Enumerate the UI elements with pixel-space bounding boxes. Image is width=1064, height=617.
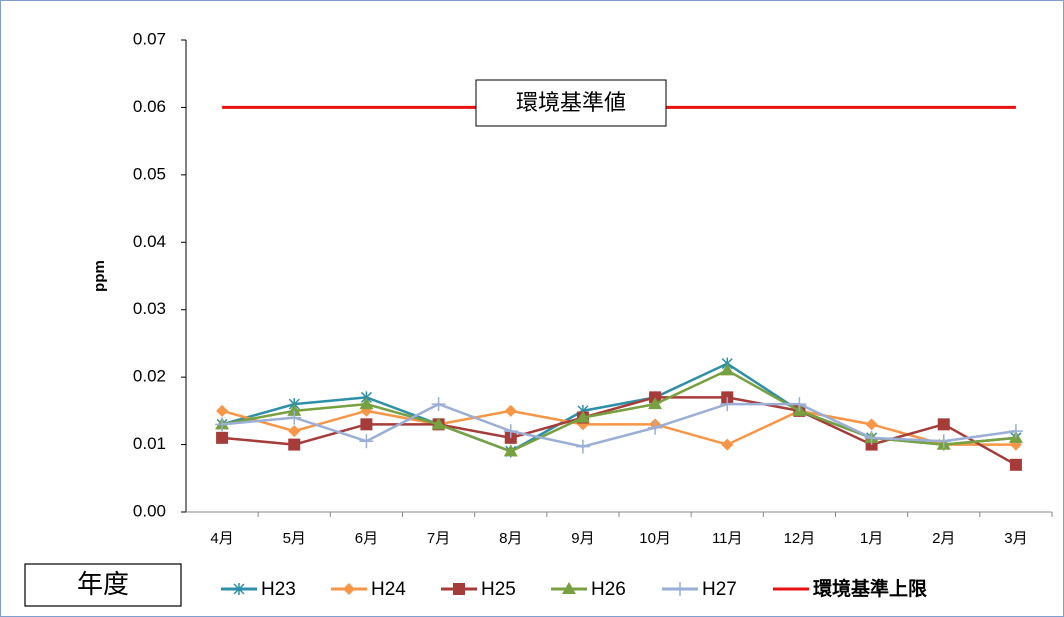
data-point xyxy=(720,397,735,412)
x-tick-label: 12月 xyxy=(784,530,816,547)
data-point xyxy=(648,397,663,410)
x-tick-label: 5月 xyxy=(283,530,306,547)
data-point xyxy=(360,418,373,431)
legend-marker xyxy=(453,583,465,595)
data-point xyxy=(937,418,950,431)
y-tick-label: 0.03 xyxy=(133,299,166,318)
annotation: 環境基準値 xyxy=(516,90,626,115)
x-tick-label: 11月 xyxy=(712,530,743,547)
y-tick-label: 0.02 xyxy=(133,367,166,386)
x-tick-label: 1月 xyxy=(860,530,883,547)
y-tick-label: 0.04 xyxy=(133,232,166,251)
data-point xyxy=(504,404,517,417)
data-point xyxy=(216,431,229,444)
data-point xyxy=(936,434,951,449)
x-tick-label: 10月 xyxy=(639,530,671,547)
data-point xyxy=(503,444,518,457)
y-tick-label: 0.07 xyxy=(133,29,166,48)
x-tick-label: 9月 xyxy=(571,530,594,547)
data-point xyxy=(216,404,229,417)
data-point xyxy=(1008,424,1023,439)
legend-label: H25 xyxy=(481,579,516,600)
y-tick-label: 0.01 xyxy=(133,434,166,453)
legend-marker xyxy=(562,582,576,594)
x-tick-label: 3月 xyxy=(1004,530,1027,547)
annotation-box xyxy=(475,79,667,127)
data-point xyxy=(864,430,879,445)
series-line xyxy=(221,396,1017,466)
data-point xyxy=(792,397,807,412)
data-point xyxy=(1009,458,1022,471)
data-point xyxy=(865,418,878,431)
data-point xyxy=(287,403,302,416)
x-tick-label: 2月 xyxy=(932,530,955,547)
data-point xyxy=(288,438,301,451)
data-point xyxy=(575,410,590,423)
data-point xyxy=(288,425,301,438)
legend-marker xyxy=(673,582,687,596)
data-point xyxy=(431,417,446,430)
data-point xyxy=(721,438,734,451)
data-point xyxy=(215,417,230,432)
series-line xyxy=(221,402,1017,448)
data-point xyxy=(431,397,446,412)
y-tick-label: 0.05 xyxy=(133,164,166,183)
legend-title: 年度 xyxy=(77,569,129,599)
y-tick-label: 0.06 xyxy=(133,97,166,116)
data-point xyxy=(287,410,302,425)
x-tick-label: 6月 xyxy=(355,530,378,547)
series-line xyxy=(221,409,1016,446)
x-tick-label: 4月 xyxy=(210,530,233,547)
data-point xyxy=(575,439,590,454)
legend-label: H24 xyxy=(371,579,406,600)
legend-label: H26 xyxy=(591,579,626,600)
legend-marker xyxy=(233,583,245,595)
legend-marker xyxy=(343,583,355,595)
y-axis-label: ppm xyxy=(91,260,108,292)
data-point xyxy=(648,420,663,435)
legend-label: H27 xyxy=(702,579,737,600)
x-tick-label: 7月 xyxy=(427,530,450,547)
legend-title-box xyxy=(24,563,182,607)
x-tick-label: 8月 xyxy=(499,530,522,547)
y-tick-label: 0.00 xyxy=(133,501,166,520)
legend-label: 環境基準上限 xyxy=(813,577,927,600)
data-point xyxy=(359,397,374,410)
legend-label: H23 xyxy=(261,579,296,600)
data-point xyxy=(503,424,518,439)
data-point xyxy=(359,434,374,449)
data-point xyxy=(720,363,735,376)
